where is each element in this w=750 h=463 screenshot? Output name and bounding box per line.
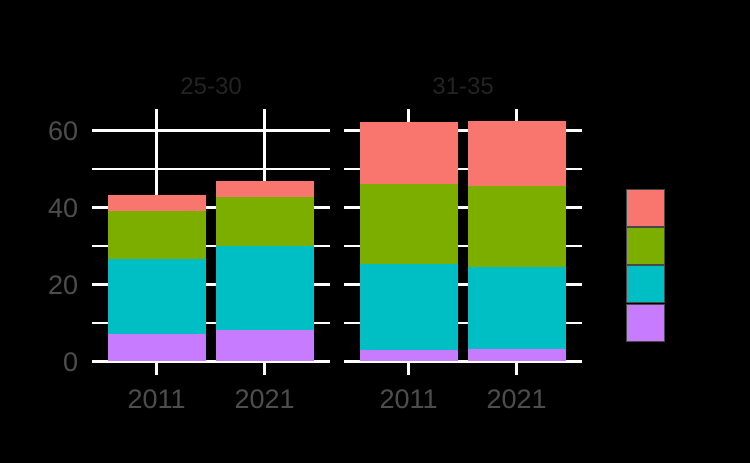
y-tick-label: 20	[47, 269, 78, 300]
gridline-minor-horizontal	[92, 168, 330, 170]
facet-panel	[92, 109, 330, 375]
legend-key-green	[627, 227, 664, 264]
legend-key-salmon	[627, 189, 664, 226]
bar-segment-purple	[107, 333, 206, 362]
gridline-major-horizontal	[344, 282, 582, 287]
bar-segment-green	[467, 185, 566, 267]
bar-segment-teal	[359, 264, 458, 351]
bar-segment-salmon	[467, 121, 566, 186]
bar-segment-green	[107, 210, 206, 259]
gridline-minor-horizontal	[92, 322, 330, 324]
facet-title: 31-35	[432, 73, 494, 100]
stacked-bar	[467, 109, 566, 375]
gridline-major-horizontal	[92, 282, 330, 287]
gridline-major-horizontal	[344, 128, 582, 133]
gridline-minor-horizontal	[344, 245, 582, 247]
legend-key-purple	[627, 304, 664, 341]
gridline-minor-horizontal	[92, 245, 330, 247]
bar-segment-teal	[107, 258, 206, 334]
legend	[627, 189, 664, 344]
gridline-major-horizontal	[92, 128, 330, 133]
bar-segment-purple	[215, 329, 314, 362]
x-tick-label: 2021	[234, 384, 295, 414]
stacked-bar	[215, 109, 314, 375]
gridline-major-horizontal	[92, 359, 330, 364]
stacked-bar	[359, 109, 458, 375]
bar-segment-purple	[467, 349, 566, 362]
x-tick-label: 2021	[486, 384, 547, 414]
bar-segment-purple	[359, 350, 458, 362]
bar-segment-teal	[215, 246, 314, 330]
y-tick-label: 40	[47, 192, 78, 223]
bar-segment-salmon	[215, 181, 314, 198]
gridline-major-horizontal	[344, 359, 582, 364]
stacked-bar	[107, 109, 206, 375]
gridline-major-horizontal	[344, 205, 582, 210]
legend-key-teal	[627, 266, 664, 303]
facet-panel	[344, 109, 582, 375]
bar-segment-green	[359, 183, 458, 265]
facet-title: 25-30	[180, 73, 242, 100]
y-tick-label: 60	[47, 115, 78, 146]
y-tick-label: 0	[62, 346, 78, 377]
gridline-minor-horizontal	[344, 322, 582, 324]
gridline-minor-horizontal	[344, 168, 582, 170]
gridline-major-horizontal	[92, 205, 330, 210]
x-tick-label: 2011	[127, 384, 186, 414]
bar-segment-salmon	[359, 121, 458, 184]
bar-segment-teal	[467, 266, 566, 350]
x-tick-label: 2011	[379, 384, 438, 414]
bar-segment-green	[215, 197, 314, 247]
bar-segment-salmon	[107, 194, 206, 211]
